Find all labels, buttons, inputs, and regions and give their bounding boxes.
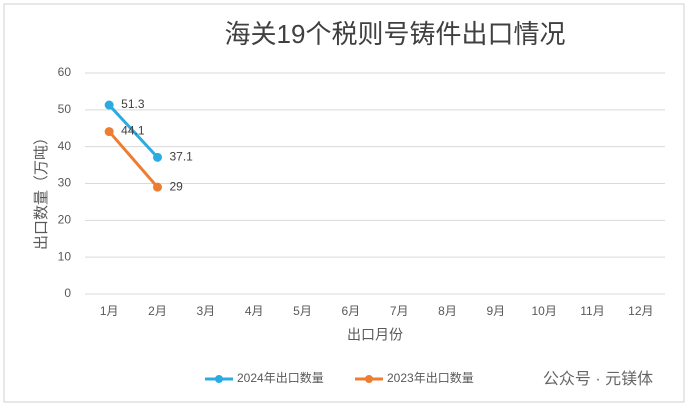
- y-tick-label: 20: [58, 213, 72, 227]
- x-tick-label: 11月: [580, 304, 604, 318]
- data-point: [104, 127, 114, 137]
- x-tick-label: 9月: [486, 304, 505, 318]
- y-tick-label: 50: [58, 102, 72, 116]
- y-tick-label: 0: [64, 286, 71, 300]
- legend-label: 2024年出口数量: [237, 370, 324, 385]
- legend-label: 2023年出口数量: [387, 370, 474, 385]
- x-tick-label: 10月: [531, 304, 556, 318]
- series-line: [108, 130, 159, 189]
- x-tick-label: 7月: [390, 304, 409, 318]
- chart-title: 海关19个税则号铸件出口情况: [225, 19, 566, 49]
- data-label: 29: [170, 179, 184, 193]
- data-label: 37.1: [170, 150, 194, 164]
- data-point: [153, 182, 162, 192]
- x-tick-label: 2月: [148, 304, 167, 318]
- x-tick-label: 3月: [196, 304, 215, 318]
- y-tick-label: 30: [58, 176, 72, 190]
- x-tick-label: 4月: [245, 304, 264, 318]
- data-point: [104, 100, 114, 110]
- y-axis-label: 出口数量（万吨）: [33, 130, 50, 250]
- x-tick-label: 6月: [341, 304, 360, 318]
- legend-marker: [365, 375, 373, 383]
- watermark: 公众号 · 元镁体: [543, 370, 653, 388]
- data-point: [153, 152, 162, 162]
- x-axis-label: 出口月份: [347, 327, 403, 343]
- data-label: 44.1: [121, 124, 145, 138]
- x-tick-label: 12月: [628, 304, 653, 318]
- series-line: [108, 104, 159, 159]
- legend-marker: [215, 375, 223, 383]
- x-tick-label: 8月: [438, 304, 457, 318]
- x-tick-label: 1月: [100, 304, 119, 318]
- data-label: 51.3: [121, 97, 145, 111]
- y-tick-label: 10: [58, 249, 72, 263]
- chart-border: [3, 3, 685, 403]
- x-tick-label: 5月: [293, 304, 312, 318]
- y-tick-label: 40: [58, 139, 72, 153]
- y-tick-label: 60: [58, 65, 72, 79]
